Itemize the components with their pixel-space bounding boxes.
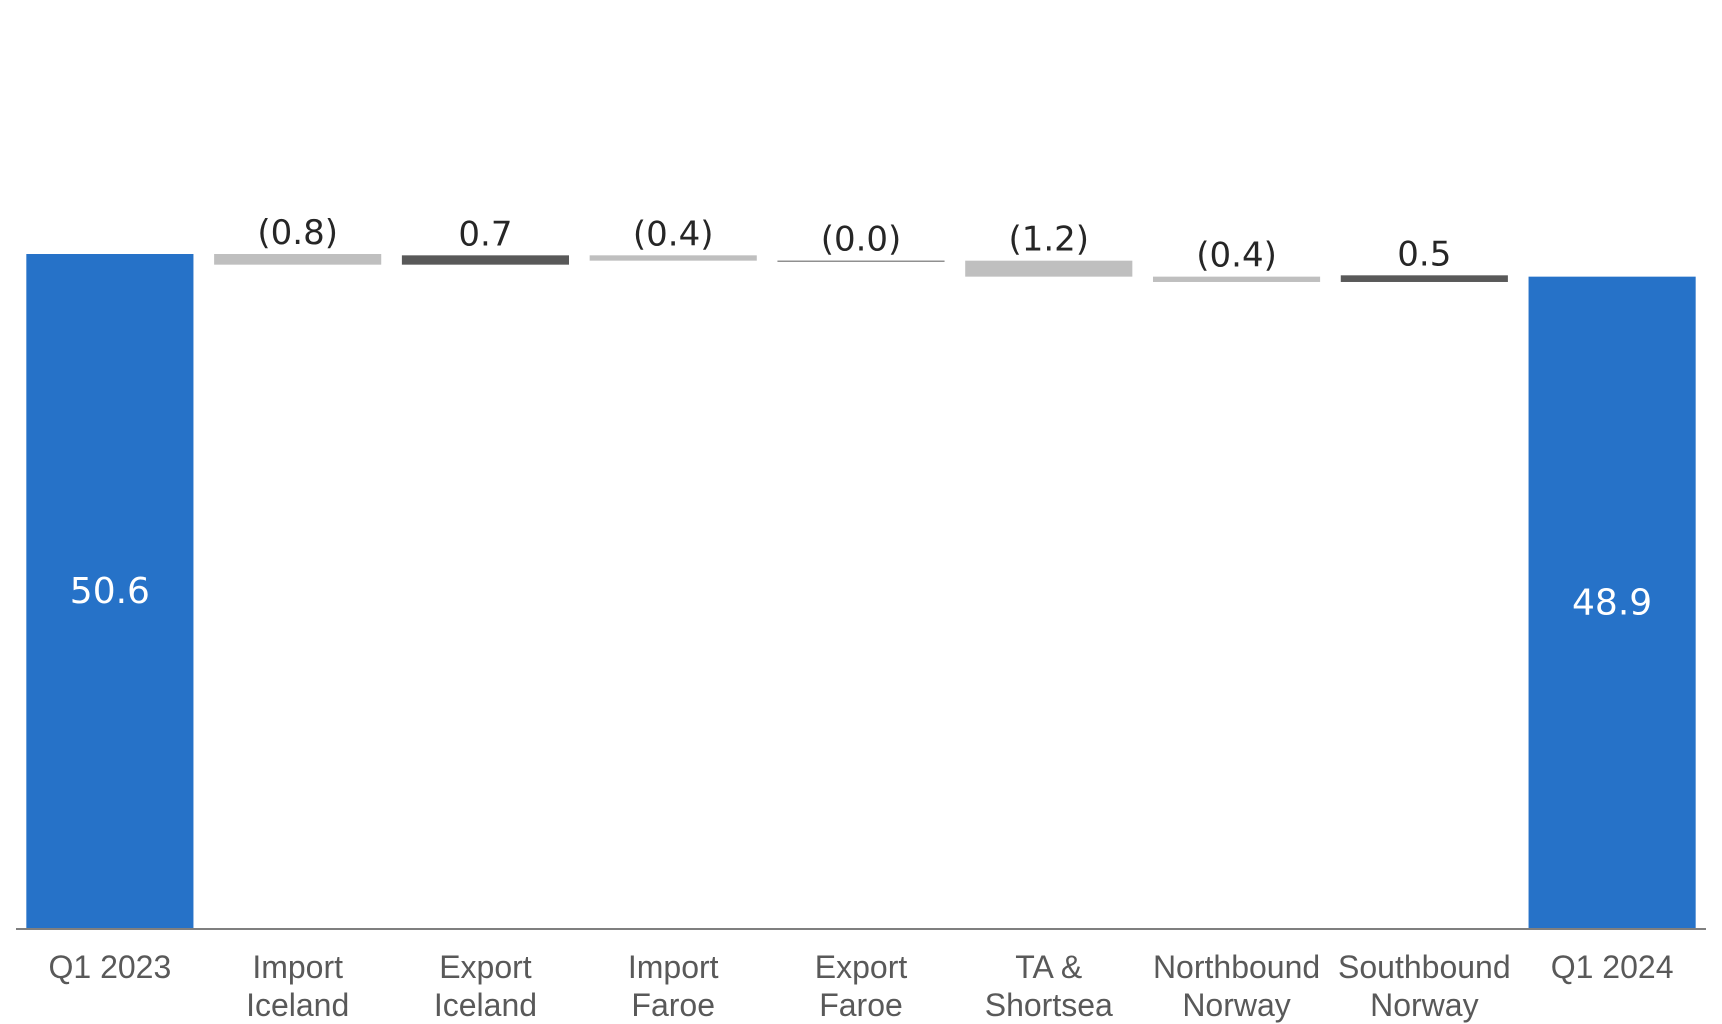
- bar-5: [965, 260, 1133, 277]
- value-label-3: (0.4): [633, 214, 714, 254]
- bar-3: [589, 255, 757, 261]
- value-label-1: (0.8): [257, 213, 338, 253]
- category-label-0-line-0: Q1 2023: [49, 949, 172, 985]
- value-labels-group: 50.6 (0.8) 0.7 (0.4) (0.0) (1.2) (0.4) 0.5 48.9: [70, 213, 1652, 623]
- bar-0: [26, 254, 194, 928]
- value-label-2: 0.7: [458, 214, 512, 254]
- category-label-1-line-0: Import: [252, 949, 343, 985]
- category-label-7-line-0: Southbound: [1338, 949, 1511, 985]
- category-label-5-line-0: TA &: [1015, 949, 1082, 985]
- value-label-5: (1.2): [1008, 220, 1089, 260]
- category-label-5-line-1: Shortsea: [985, 987, 1113, 1023]
- category-label-4-line-1: Faroe: [819, 987, 903, 1023]
- value-label-7: 0.5: [1397, 234, 1451, 274]
- value-label-6: (0.4): [1196, 236, 1277, 276]
- bar-2: [401, 255, 570, 265]
- category-label-6-line-0: Northbound: [1153, 949, 1320, 985]
- bar-1: [214, 254, 382, 265]
- category-label-2-line-0: Export: [439, 949, 532, 985]
- value-label-0: 50.6: [70, 571, 150, 612]
- bar-6: [1152, 276, 1321, 282]
- bar-8: [1528, 276, 1696, 929]
- category-label-3-line-1: Faroe: [631, 987, 715, 1023]
- bar-4: [777, 260, 945, 262]
- value-label-8: 48.9: [1572, 582, 1652, 623]
- category-labels-group: Q1 2023 ImportIcelandExportIcelandImportF…: [49, 949, 1674, 1023]
- category-label-6-line-1: Norway: [1182, 987, 1290, 1023]
- value-label-4: (0.0): [821, 220, 902, 260]
- category-label-4-line-0: Export: [815, 949, 908, 985]
- category-label-3-line-0: Import: [628, 949, 719, 985]
- bars-group: [26, 254, 1696, 929]
- category-label-8-line-0: Q1 2024: [1551, 949, 1674, 985]
- category-label-2-line-1: Iceland: [434, 987, 537, 1023]
- bar-7: [1340, 275, 1508, 282]
- category-label-7-line-1: Norway: [1370, 987, 1478, 1023]
- category-label-1-line-1: Iceland: [246, 987, 349, 1023]
